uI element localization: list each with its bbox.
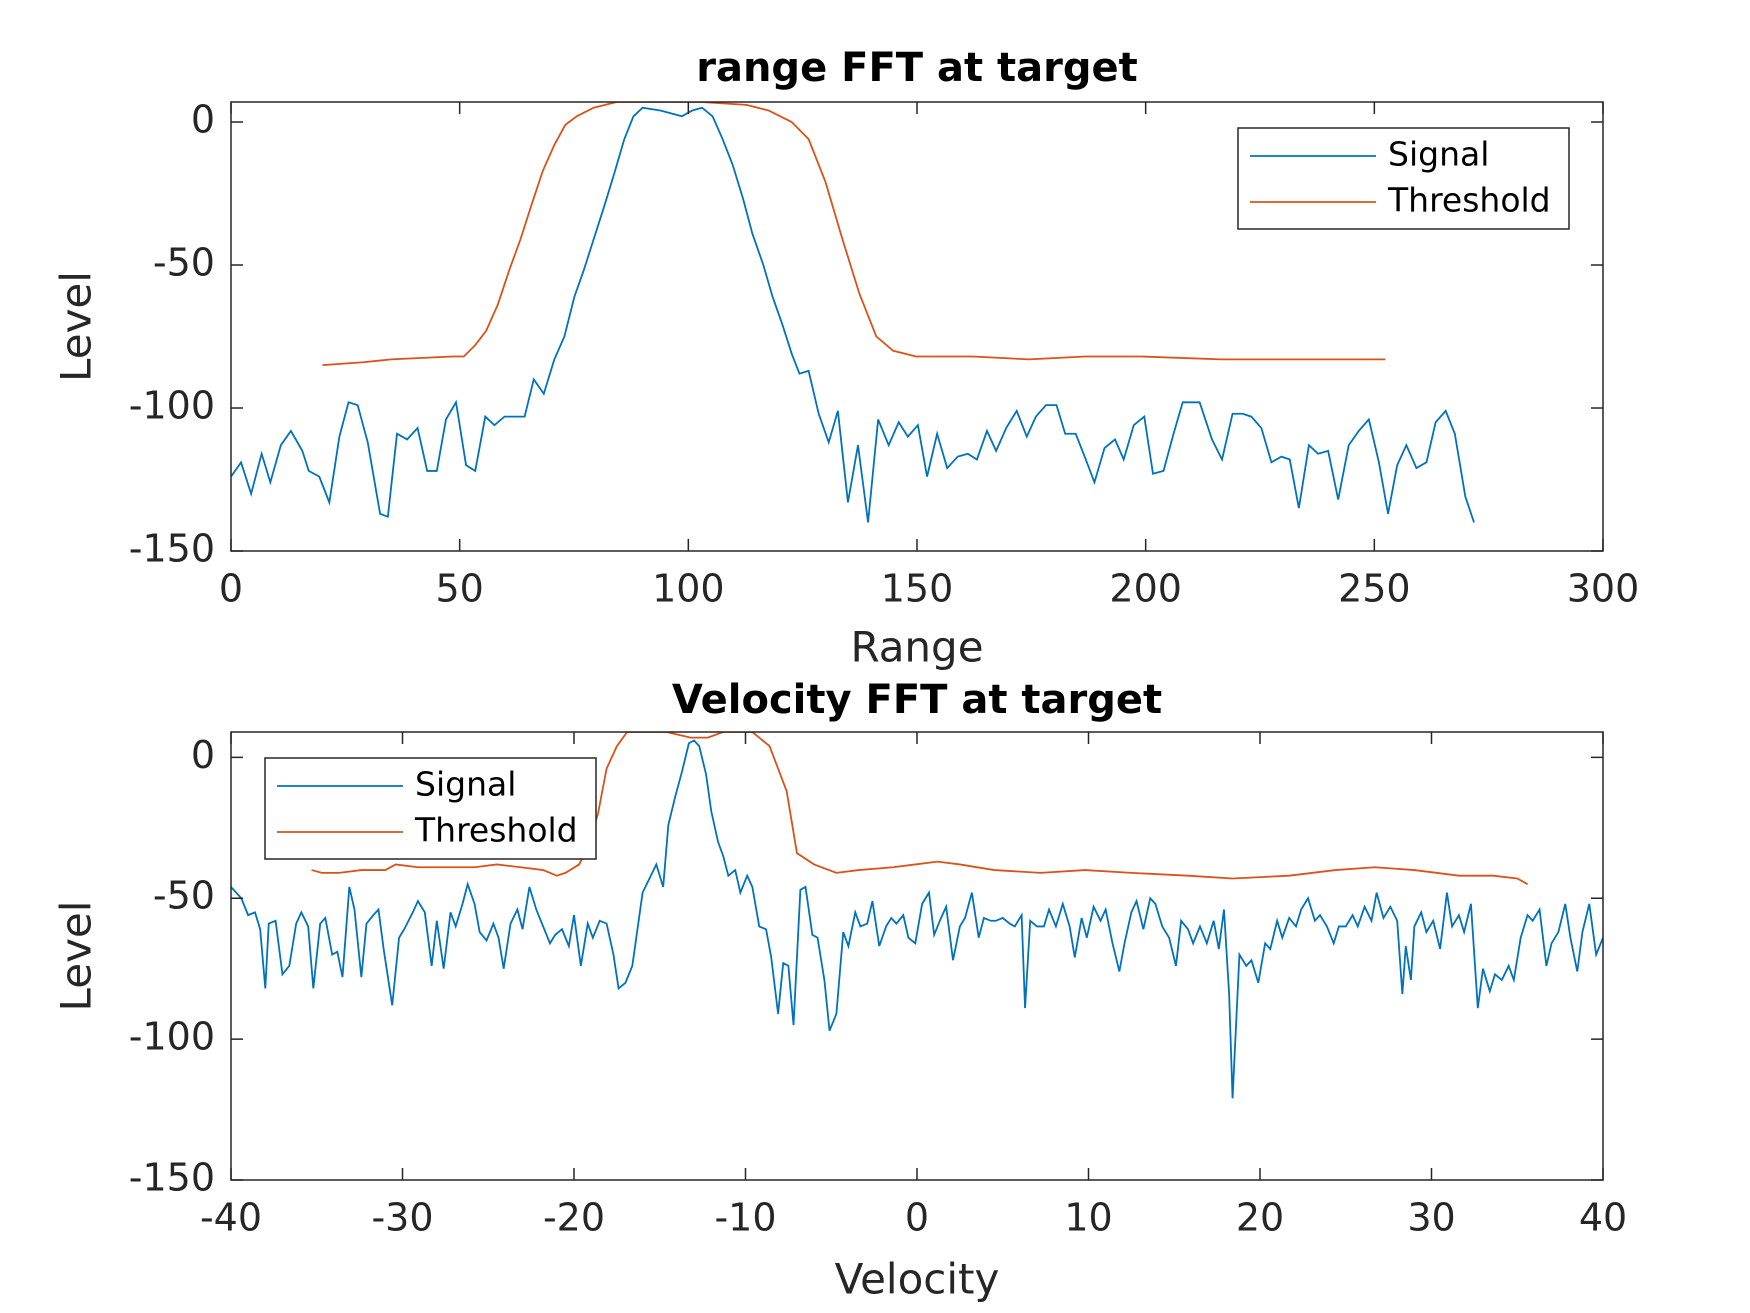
y-axis-label: Level <box>52 901 101 1012</box>
x-axis-label: Range <box>850 623 983 672</box>
x-tick-label: -30 <box>371 1196 433 1240</box>
legend-label: Threshold <box>1387 181 1551 220</box>
x-tick-label: 30 <box>1407 1196 1455 1240</box>
x-tick-label: 40 <box>1579 1196 1627 1240</box>
subplot: 0 50 100 150 200 250 300 -150 -100 -50 0 range FFT … <box>52 45 1640 672</box>
data-line <box>231 106 1475 523</box>
y-tick-label: -100 <box>129 1015 215 1059</box>
x-tick-label: 50 <box>435 567 483 611</box>
legend-label: Threshold <box>414 811 578 850</box>
x-tick-label: -10 <box>714 1196 776 1240</box>
y-tick-label: 0 <box>191 733 215 777</box>
legend-box <box>264 757 597 860</box>
y-tick-label: -150 <box>129 1156 215 1200</box>
legend-label: Signal <box>1388 135 1489 174</box>
x-tick-label: -20 <box>543 1196 605 1240</box>
chart-title: Velocity FFT at target <box>672 677 1162 723</box>
x-tick-label: 200 <box>1109 567 1182 611</box>
data-line <box>322 102 1386 367</box>
x-tick-label: 300 <box>1567 567 1640 611</box>
legend-box <box>1237 127 1570 230</box>
y-tick-label: -150 <box>129 527 215 571</box>
y-axis-label: Level <box>52 271 101 382</box>
x-tick-label: 150 <box>881 567 954 611</box>
x-tick-label: 20 <box>1236 1196 1284 1240</box>
x-axis-label: Velocity <box>835 1255 1000 1304</box>
y-tick-label: -50 <box>153 241 215 285</box>
x-tick-label: 100 <box>652 567 725 611</box>
y-tick-label: -100 <box>129 384 215 428</box>
x-tick-label: 10 <box>1064 1196 1112 1240</box>
x-tick-label: 0 <box>219 567 243 611</box>
x-tick-label: 0 <box>905 1196 929 1240</box>
data-line <box>231 739 1603 1099</box>
subplot: -40 -30 -20 -10 0 10 20 30 40-150-100-500Velocit… <box>52 677 1628 1304</box>
legend-label: Signal <box>415 765 516 804</box>
y-tick-label: -50 <box>153 874 215 918</box>
x-tick-label: -40 <box>200 1196 262 1240</box>
legend: Signal Threshold <box>1237 127 1570 230</box>
y-tick-label: 0 <box>191 98 215 142</box>
data-line <box>311 732 1528 885</box>
legend: Signal Threshold <box>264 757 597 860</box>
chart-title: range FFT at target <box>696 45 1138 91</box>
x-tick-label: 250 <box>1338 567 1411 611</box>
